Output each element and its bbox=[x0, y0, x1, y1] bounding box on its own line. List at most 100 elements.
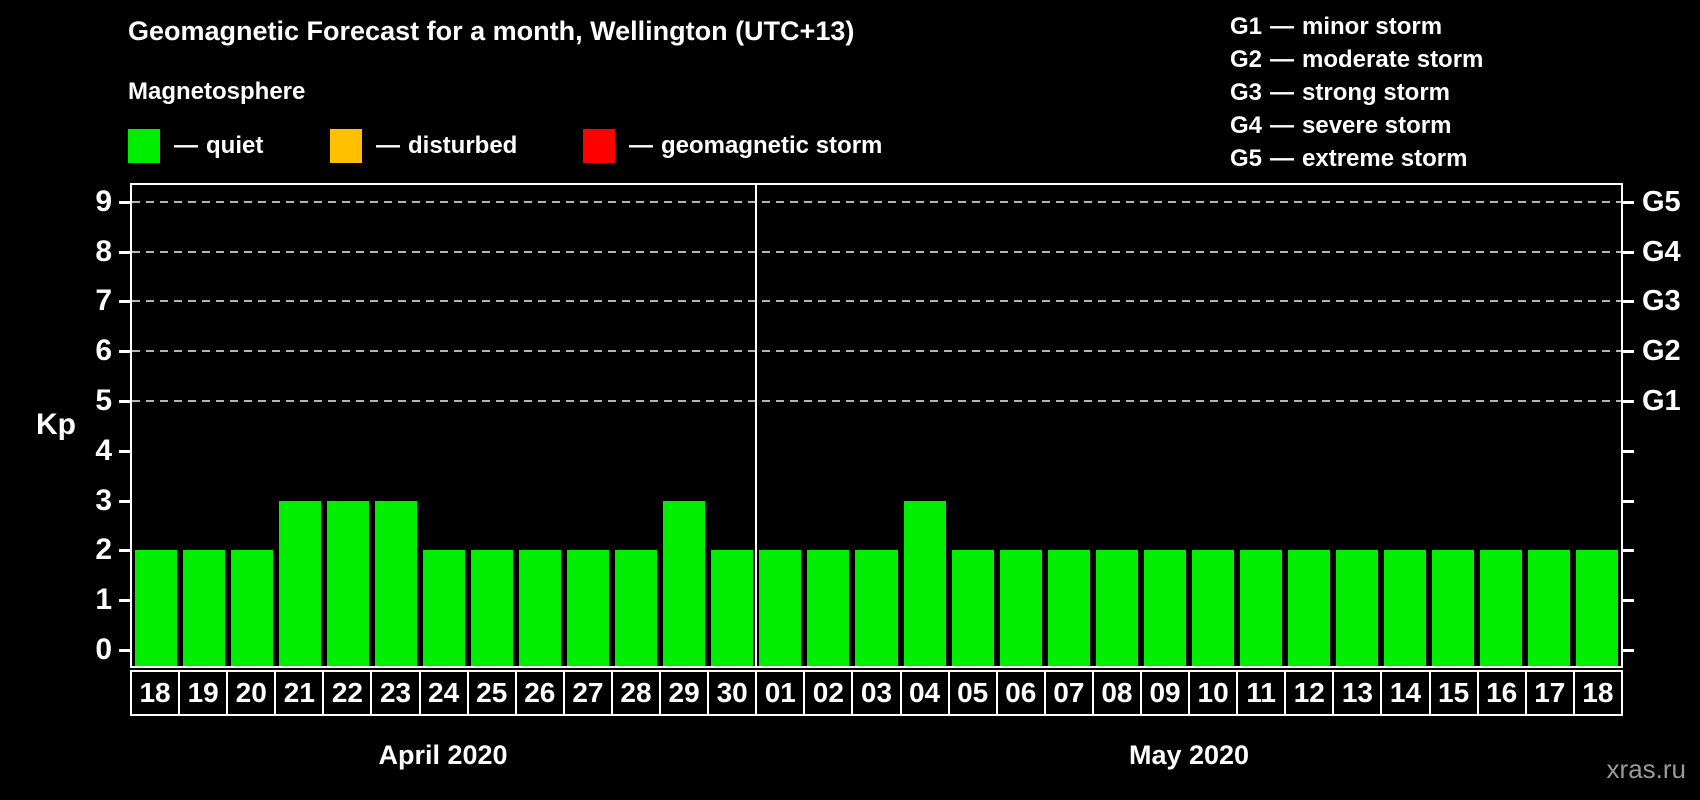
left-tick-kp5 bbox=[119, 400, 130, 403]
y-axis-title-kp: Kp bbox=[36, 408, 76, 441]
g3-dash: — bbox=[1270, 79, 1295, 106]
g4-dash: — bbox=[1270, 112, 1295, 139]
date-cell-07: 07 bbox=[1043, 670, 1094, 716]
left-tick-kp7 bbox=[119, 300, 130, 304]
right-tick-kp5 bbox=[1623, 400, 1634, 403]
date-cell-21: 21 bbox=[274, 670, 325, 716]
kp-bar-day-17 bbox=[1527, 550, 1570, 666]
g5-level: G5 bbox=[1230, 145, 1263, 172]
date-cell-17: 17 bbox=[1524, 670, 1575, 716]
gridline-kp6 bbox=[132, 350, 1621, 353]
watermark: xras.ru bbox=[1606, 754, 1686, 784]
g-label-g1: G1 bbox=[1642, 385, 1681, 417]
date-cell-05: 05 bbox=[947, 670, 998, 716]
right-tick-kp6 bbox=[1623, 350, 1634, 354]
kp-bar-day-03 bbox=[855, 550, 898, 666]
kp-bar-day-21 bbox=[279, 500, 322, 666]
kp-bar-day-13 bbox=[1335, 550, 1378, 666]
g-label-g2: G2 bbox=[1642, 335, 1681, 368]
kp-bar-day-26 bbox=[519, 550, 562, 666]
kp-bar-day-22 bbox=[327, 500, 370, 666]
kp-bar-day-02 bbox=[807, 550, 850, 666]
date-axis-row: 18 19 20 21 22 23 24 25 26 27 28 29 30 01 02 03 04 05 06 07… bbox=[130, 670, 1623, 716]
date-cell-14: 14 bbox=[1380, 670, 1431, 716]
kp-bar-day-23 bbox=[375, 500, 418, 666]
right-tick-kp3 bbox=[1623, 499, 1634, 503]
disturbed-color-swatch bbox=[330, 129, 362, 163]
storm-scale-row-g2: G2 — moderate storm bbox=[1230, 43, 1483, 76]
date-cell-29: 29 bbox=[659, 670, 710, 716]
date-cell-03: 03 bbox=[851, 670, 902, 716]
date-cell-15: 15 bbox=[1428, 670, 1479, 716]
left-tick-kp6 bbox=[119, 350, 130, 354]
gridline-kp5 bbox=[132, 400, 1621, 402]
kp-bar-day-14 bbox=[1383, 550, 1426, 666]
g2-level: G2 bbox=[1230, 46, 1263, 73]
magnetosphere-label: Magnetosphere bbox=[128, 78, 306, 105]
date-cell-18: 18 bbox=[1572, 670, 1623, 716]
legend-item-quiet: — quiet bbox=[128, 128, 263, 164]
month-label-april: April 2020 bbox=[378, 740, 508, 770]
y-label-kp0: 0 bbox=[95, 633, 112, 666]
quiet-color-swatch bbox=[128, 129, 160, 163]
storm-scale-row-g4: G4 — severe storm bbox=[1230, 109, 1483, 142]
y-label-kp5: 5 bbox=[95, 384, 112, 417]
date-cell-12: 12 bbox=[1284, 670, 1335, 716]
date-cell-16: 16 bbox=[1476, 670, 1527, 716]
gridline-kp8 bbox=[132, 250, 1621, 253]
kp-bar-day-28 bbox=[615, 550, 658, 666]
kp-bar-day-18 bbox=[1575, 550, 1618, 666]
g3-level: G3 bbox=[1230, 79, 1263, 106]
date-cell-20: 20 bbox=[226, 670, 277, 716]
left-tick-kp8 bbox=[119, 250, 130, 254]
left-tick-kp4 bbox=[119, 449, 130, 453]
kp-bar-day-08 bbox=[1095, 550, 1138, 666]
legend-dash: — bbox=[174, 132, 198, 159]
kp-bar-day-05 bbox=[951, 550, 994, 666]
plot-area bbox=[130, 183, 1623, 668]
storm-scale-row-g5: G5 — extreme storm bbox=[1230, 142, 1483, 175]
legend-label-storm: geomagnetic storm bbox=[661, 132, 883, 159]
g4-desc: severe storm bbox=[1302, 112, 1452, 139]
gridline-kp7 bbox=[132, 300, 1621, 303]
g2-desc: moderate storm bbox=[1302, 46, 1484, 73]
kp-bar-day-07 bbox=[1047, 550, 1090, 666]
g1-desc: minor storm bbox=[1302, 13, 1443, 40]
g4-level: G4 bbox=[1230, 112, 1263, 139]
g3-desc: strong storm bbox=[1302, 79, 1451, 106]
kp-bar-day-27 bbox=[567, 550, 610, 666]
storm-color-swatch bbox=[583, 129, 615, 163]
month-divider-line bbox=[755, 185, 758, 666]
right-tick-kp7 bbox=[1623, 300, 1634, 304]
y-label-kp2: 2 bbox=[95, 533, 112, 567]
g2-dash: — bbox=[1270, 46, 1295, 73]
kp-bar-day-01 bbox=[759, 550, 802, 666]
date-cell-11: 11 bbox=[1236, 670, 1287, 716]
date-cell-27: 27 bbox=[562, 670, 613, 716]
legend-item-disturbed: — disturbed bbox=[330, 128, 517, 164]
y-label-kp6: 6 bbox=[95, 334, 112, 368]
y-label-kp3: 3 bbox=[95, 483, 112, 517]
y-label-kp1: 1 bbox=[95, 583, 112, 617]
g5-desc: extreme storm bbox=[1302, 145, 1468, 172]
kp-bar-day-18 bbox=[135, 550, 178, 666]
kp-bar-day-30 bbox=[711, 550, 754, 666]
date-cell-22: 22 bbox=[322, 670, 373, 716]
storm-scale-legend: G1 — minor storm G2 — moderate storm G3 — stro… bbox=[1230, 10, 1483, 175]
y-label-kp4: 4 bbox=[95, 433, 112, 467]
legend-item-storm: — geomagnetic storm bbox=[583, 128, 882, 164]
storm-scale-row-g3: G3 — strong storm bbox=[1230, 76, 1483, 109]
chart-title: Geomagnetic Forecast for a month, Wellin… bbox=[128, 16, 855, 46]
g5-dash: — bbox=[1270, 145, 1295, 172]
legend-label-quiet: quiet bbox=[206, 132, 264, 159]
left-tick-kp9 bbox=[119, 200, 130, 204]
g1-level: G1 bbox=[1230, 13, 1263, 40]
right-tick-kp9 bbox=[1623, 200, 1634, 204]
kp-bar-day-20 bbox=[231, 550, 274, 666]
legend-dash: — bbox=[629, 132, 653, 159]
date-cell-10: 10 bbox=[1188, 670, 1239, 716]
kp-bar-day-15 bbox=[1431, 550, 1474, 666]
g-label-g3: G3 bbox=[1642, 285, 1681, 318]
right-tick-kp8 bbox=[1623, 250, 1634, 254]
